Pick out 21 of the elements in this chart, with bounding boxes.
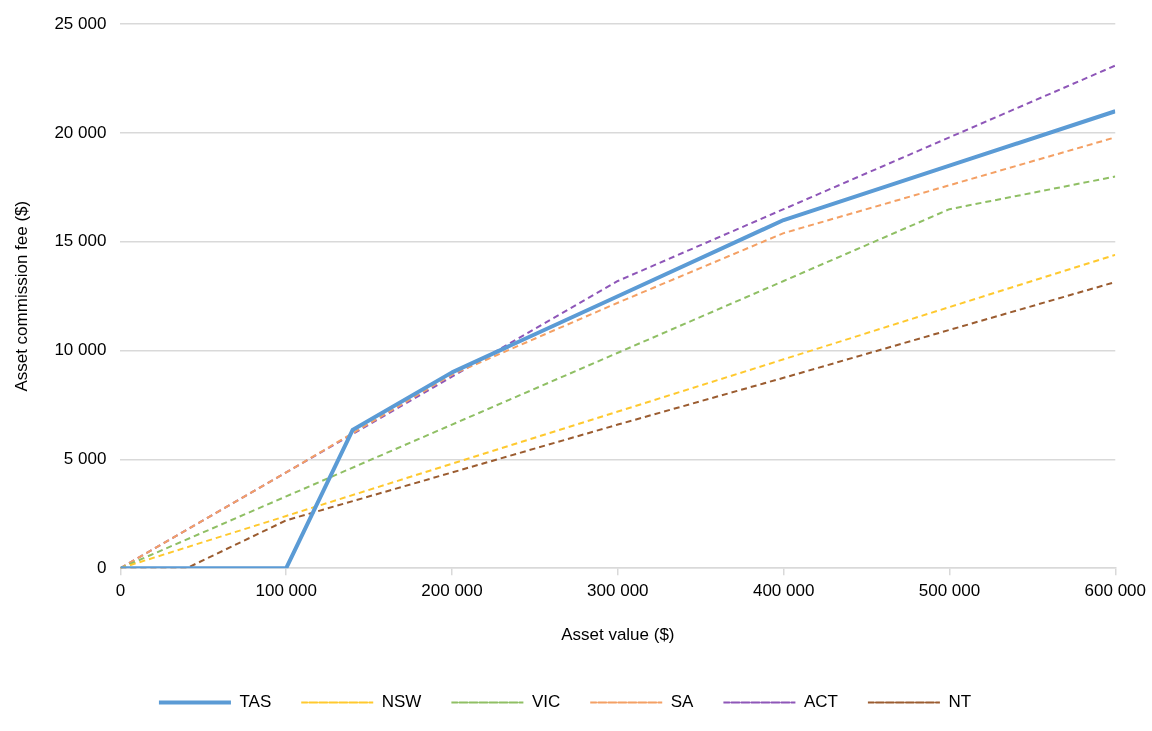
x-tick-label: 100 000 [255, 581, 317, 601]
legend-label: NT [948, 692, 972, 712]
y-tick-label: 20 000 [54, 122, 107, 142]
x-tick-label: 200 000 [421, 581, 483, 601]
legend-label: SA [670, 692, 695, 712]
legend-label: VIC [531, 692, 561, 712]
y-tick-label: 15 000 [54, 231, 107, 251]
x-tick-label: 500 000 [918, 581, 981, 601]
x-tick-label: 600 000 [1084, 581, 1146, 601]
y-tick-label: 5 000 [63, 449, 107, 469]
x-tick-label: 300 000 [587, 581, 649, 601]
legend-label: ACT [803, 692, 838, 712]
y-axis-title: Asset commission fee ($) [11, 200, 31, 392]
legend-label: TAS [239, 692, 272, 712]
y-tick-label: 10 000 [54, 340, 107, 360]
x-tick-label: 400 000 [752, 581, 815, 601]
y-tick-label: 0 [96, 557, 107, 577]
x-axis-title: Asset value ($) [561, 625, 675, 645]
legend-label: NSW [381, 692, 422, 712]
x-tick-label: 0 [115, 581, 126, 601]
y-tick-label: 25 000 [54, 13, 107, 33]
